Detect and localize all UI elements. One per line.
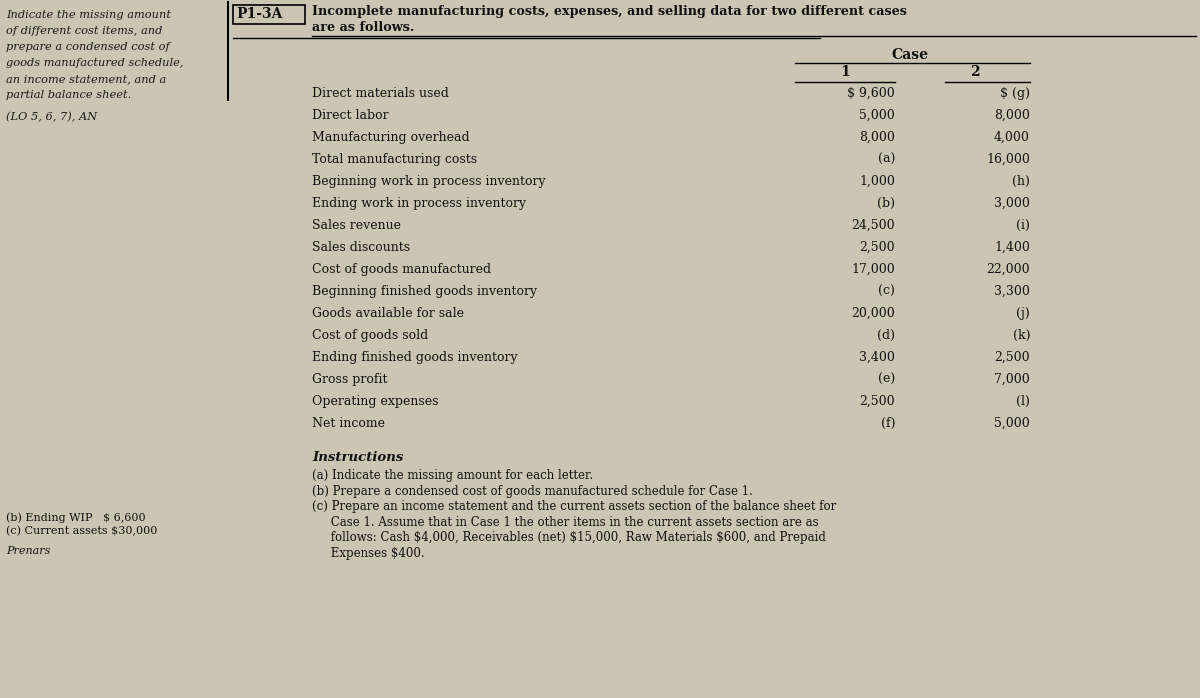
Text: 24,500: 24,500	[851, 219, 895, 232]
Text: P1-3A: P1-3A	[236, 7, 282, 21]
Text: Case: Case	[892, 48, 929, 62]
Text: (k): (k)	[1013, 329, 1030, 342]
Text: Incomplete manufacturing costs, expenses, and selling data for two different cas: Incomplete manufacturing costs, expenses…	[312, 5, 907, 18]
Text: 1,400: 1,400	[994, 241, 1030, 254]
Text: Cost of goods manufactured: Cost of goods manufactured	[312, 263, 491, 276]
Text: (j): (j)	[1016, 307, 1030, 320]
Text: (c): (c)	[878, 285, 895, 298]
Text: Beginning work in process inventory: Beginning work in process inventory	[312, 175, 546, 188]
Text: (c) Current assets $30,000: (c) Current assets $30,000	[6, 526, 157, 536]
Text: Operating expenses: Operating expenses	[312, 395, 438, 408]
Text: (i): (i)	[1016, 219, 1030, 232]
Text: $ 9,600: $ 9,600	[847, 87, 895, 100]
Text: Cost of goods sold: Cost of goods sold	[312, 329, 428, 342]
Text: partial balance sheet.: partial balance sheet.	[6, 90, 131, 100]
Text: Expenses $400.: Expenses $400.	[312, 547, 425, 560]
Text: Case 1. Assume that in Case 1 the other items in the current assets section are : Case 1. Assume that in Case 1 the other …	[312, 516, 818, 528]
Text: 1,000: 1,000	[859, 175, 895, 188]
Text: Direct labor: Direct labor	[312, 109, 389, 122]
Text: 3,300: 3,300	[994, 285, 1030, 298]
Text: Goods available for sale: Goods available for sale	[312, 307, 464, 320]
Text: prepare a condensed cost of: prepare a condensed cost of	[6, 42, 169, 52]
Text: 5,000: 5,000	[995, 417, 1030, 430]
Text: (d): (d)	[877, 329, 895, 342]
Text: (a): (a)	[877, 153, 895, 166]
Bar	[233, 5, 305, 24]
Text: 2,500: 2,500	[859, 395, 895, 408]
Text: (f): (f)	[881, 417, 895, 430]
Text: Gross profit: Gross profit	[312, 373, 388, 386]
Text: Direct materials used: Direct materials used	[312, 87, 449, 100]
Text: Ending work in process inventory: Ending work in process inventory	[312, 197, 526, 210]
Text: (b) Ending WIP   $ 6,600: (b) Ending WIP $ 6,600	[6, 512, 145, 523]
Text: (c) Prepare an income statement and the current assets section of the balance sh: (c) Prepare an income statement and the …	[312, 500, 836, 513]
Text: 5,000: 5,000	[859, 109, 895, 122]
Text: (l): (l)	[1016, 395, 1030, 408]
Text: Sales discounts: Sales discounts	[312, 241, 410, 254]
Text: (a) Indicate the missing amount for each letter.: (a) Indicate the missing amount for each…	[312, 469, 593, 482]
Text: Instructions: Instructions	[312, 451, 403, 464]
Text: 2,500: 2,500	[859, 241, 895, 254]
Text: Manufacturing overhead: Manufacturing overhead	[312, 131, 469, 144]
Text: are as follows.: are as follows.	[312, 21, 414, 34]
Text: $ (g): $ (g)	[1000, 87, 1030, 100]
Text: 2,500: 2,500	[995, 351, 1030, 364]
Text: Indicate the missing amount: Indicate the missing amount	[6, 10, 172, 20]
Text: 8,000: 8,000	[859, 131, 895, 144]
Text: 22,000: 22,000	[986, 263, 1030, 276]
Text: follows: Cash $4,000, Receivables (net) $15,000, Raw Materials $600, and Prepaid: follows: Cash $4,000, Receivables (net) …	[312, 531, 826, 544]
Text: Beginning finished goods inventory: Beginning finished goods inventory	[312, 285, 538, 298]
Text: 1: 1	[840, 65, 850, 79]
Text: 20,000: 20,000	[851, 307, 895, 320]
Text: 3,000: 3,000	[994, 197, 1030, 210]
Text: 2: 2	[970, 65, 980, 79]
Text: 4,000: 4,000	[994, 131, 1030, 144]
Text: 16,000: 16,000	[986, 153, 1030, 166]
Text: 17,000: 17,000	[851, 263, 895, 276]
Text: Net income: Net income	[312, 417, 385, 430]
Text: an income statement, and a: an income statement, and a	[6, 74, 167, 84]
Text: goods manufactured schedule,: goods manufactured schedule,	[6, 58, 184, 68]
Text: Ending finished goods inventory: Ending finished goods inventory	[312, 351, 517, 364]
Text: 8,000: 8,000	[994, 109, 1030, 122]
Text: (e): (e)	[877, 373, 895, 386]
Text: of different cost items, and: of different cost items, and	[6, 26, 162, 36]
Text: (b) Prepare a condensed cost of goods manufactured schedule for Case 1.: (b) Prepare a condensed cost of goods ma…	[312, 484, 752, 498]
Text: Prenars: Prenars	[6, 546, 50, 556]
Text: Total manufacturing costs: Total manufacturing costs	[312, 153, 478, 166]
Text: (b): (b)	[877, 197, 895, 210]
Text: (h): (h)	[1012, 175, 1030, 188]
Text: (LO 5, 6, 7), AN: (LO 5, 6, 7), AN	[6, 112, 97, 122]
Text: 7,000: 7,000	[995, 373, 1030, 386]
Text: Sales revenue: Sales revenue	[312, 219, 401, 232]
Text: 3,400: 3,400	[859, 351, 895, 364]
